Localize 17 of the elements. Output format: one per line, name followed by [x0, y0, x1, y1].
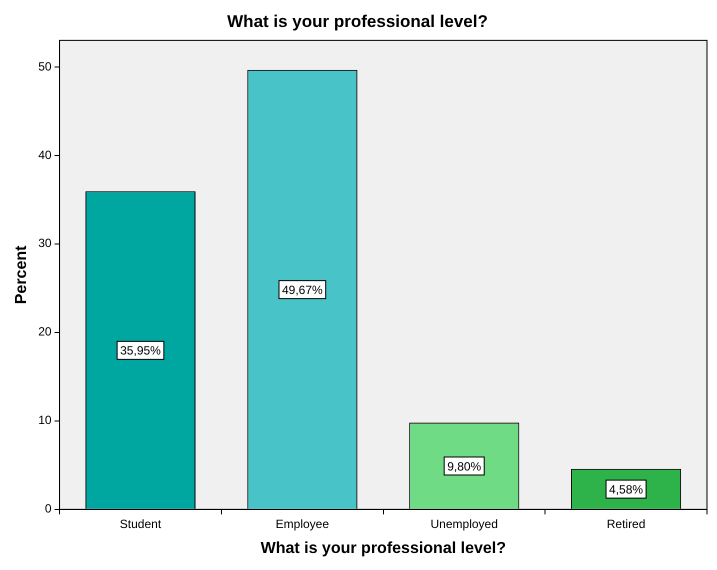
x-axis-title: What is your professional level?	[260, 540, 506, 557]
y-tick-label: 50	[38, 59, 52, 74]
y-tick-label: 30	[38, 236, 52, 250]
x-tick-label: Employee	[276, 516, 330, 531]
data-label: 35,95%	[120, 344, 162, 358]
chart-title: What is your professional level?	[227, 12, 488, 31]
data-label: 49,67%	[282, 282, 324, 297]
data-label: 4,58%	[609, 482, 644, 496]
y-tick-label: 20	[38, 324, 52, 339]
y-tick-label: 40	[38, 148, 52, 162]
data-label: 9,80%	[447, 459, 482, 474]
y-tick-label: 10	[38, 413, 52, 428]
y-axis-title: Percent	[13, 244, 30, 304]
x-tick-label: Retired	[606, 516, 646, 531]
x-tick-label: Student	[120, 516, 162, 531]
x-tick-label: Unemployed	[430, 516, 498, 531]
y-tick-label: 0	[44, 502, 52, 516]
